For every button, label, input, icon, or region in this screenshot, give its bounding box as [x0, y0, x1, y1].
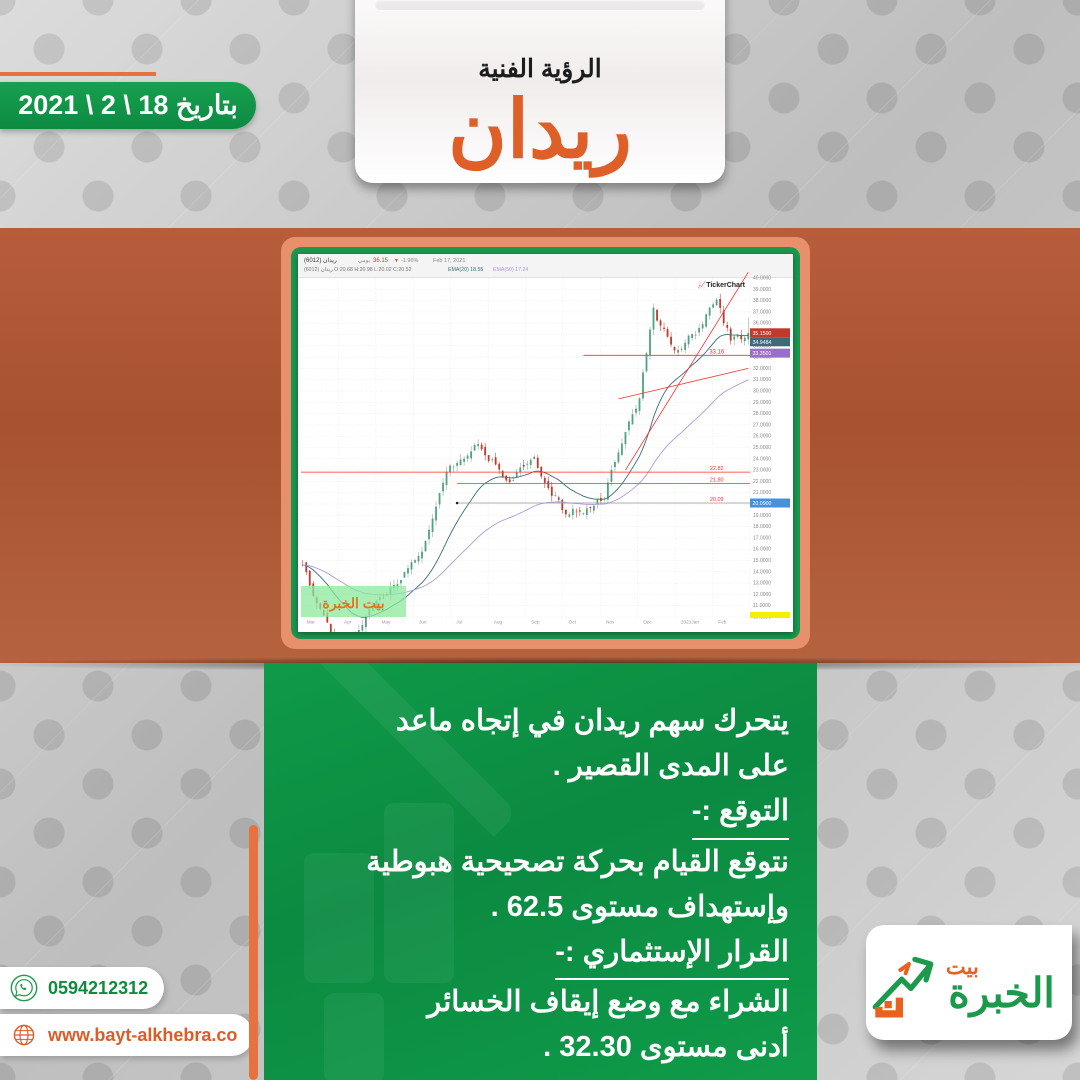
svg-text:21.80: 21.80: [710, 478, 724, 484]
svg-text:16.0000: 16.0000: [753, 547, 771, 553]
svg-text:25.0000: 25.0000: [753, 445, 771, 451]
svg-text:38.0000: 38.0000: [753, 298, 771, 304]
svg-text:18.0000: 18.0000: [753, 524, 771, 530]
svg-text:30.0000: 30.0000: [753, 389, 771, 395]
svg-text:Dec: Dec: [643, 620, 652, 626]
svg-text:34.9484: 34.9484: [753, 340, 772, 346]
svg-text:20.09: 20.09: [710, 497, 724, 503]
svg-text:19.0000: 19.0000: [753, 513, 771, 519]
svg-text:23.0000: 23.0000: [753, 468, 771, 474]
svg-text:Jun: Jun: [419, 620, 427, 626]
svg-text:17.0000: 17.0000: [753, 535, 771, 541]
svg-text:Feb: Feb: [718, 620, 727, 626]
svg-text:27.0000: 27.0000: [753, 422, 771, 428]
svg-text:Oct: Oct: [569, 620, 577, 626]
svg-text:32.0000: 32.0000: [753, 366, 771, 372]
svg-text:33.16: 33.16: [709, 349, 725, 355]
svg-text:Jul: Jul: [456, 620, 462, 626]
svg-text:36.15: 36.15: [373, 258, 389, 264]
svg-text:EMA(20) 18.55: EMA(20) 18.55: [448, 267, 483, 273]
svg-text:40.0000: 40.0000: [753, 276, 771, 282]
svg-text:EMA(50) 17.24: EMA(50) 17.24: [493, 267, 528, 273]
svg-text:22.0000: 22.0000: [753, 479, 771, 485]
svg-text:Aug: Aug: [494, 620, 503, 626]
svg-text:-1.96%: -1.96%: [401, 258, 419, 264]
svg-text:31.0000: 31.0000: [753, 377, 771, 383]
svg-text:24.0000: 24.0000: [753, 456, 771, 462]
svg-text:12.0000: 12.0000: [753, 592, 771, 598]
svg-text:Nov: Nov: [606, 620, 615, 626]
svg-text:May: May: [381, 620, 391, 626]
svg-text:14.0000: 14.0000: [753, 569, 771, 575]
svg-text:33.3501: 33.3501: [753, 351, 772, 357]
svg-text:35.1500: 35.1500: [753, 331, 772, 337]
svg-text:Feb 17, 2021: Feb 17, 2021: [433, 258, 465, 264]
svg-text:▼: ▼: [394, 258, 399, 264]
svg-text:Sep: Sep: [531, 620, 540, 626]
svg-text:26.0000: 26.0000: [753, 434, 771, 440]
svg-text:15.0000: 15.0000: [753, 558, 771, 564]
svg-text:22.82: 22.82: [710, 466, 724, 472]
svg-text:28.0000: 28.0000: [753, 411, 771, 417]
svg-text:11.0000: 11.0000: [753, 603, 771, 609]
svg-text:21.0000: 21.0000: [753, 490, 771, 496]
svg-text:ريدان (6012) O:20.68 H:20.98: ريدان (6012) O:20.68 H:20.98 L:20.02 C:2…: [304, 267, 412, 273]
svg-text:29.0000: 29.0000: [753, 400, 771, 406]
svg-text:ريدان (6012): ريدان (6012): [304, 257, 337, 264]
svg-text:بيت الخبرة: بيت الخبرة: [322, 595, 384, 612]
svg-text:Apr: Apr: [344, 620, 352, 626]
svg-text:Mar: Mar: [307, 620, 316, 626]
svg-text:يومي: يومي: [358, 258, 370, 264]
svg-text:بيت: بيت: [946, 956, 979, 979]
svg-text:20.0900: 20.0900: [753, 501, 772, 507]
svg-text:13.0000: 13.0000: [753, 581, 771, 587]
svg-text:37.0000: 37.0000: [753, 309, 771, 315]
svg-text:36.0000: 36.0000: [753, 321, 771, 327]
svg-text:2021Jan: 2021Jan: [681, 620, 700, 626]
svg-text:39.0000: 39.0000: [753, 287, 771, 293]
